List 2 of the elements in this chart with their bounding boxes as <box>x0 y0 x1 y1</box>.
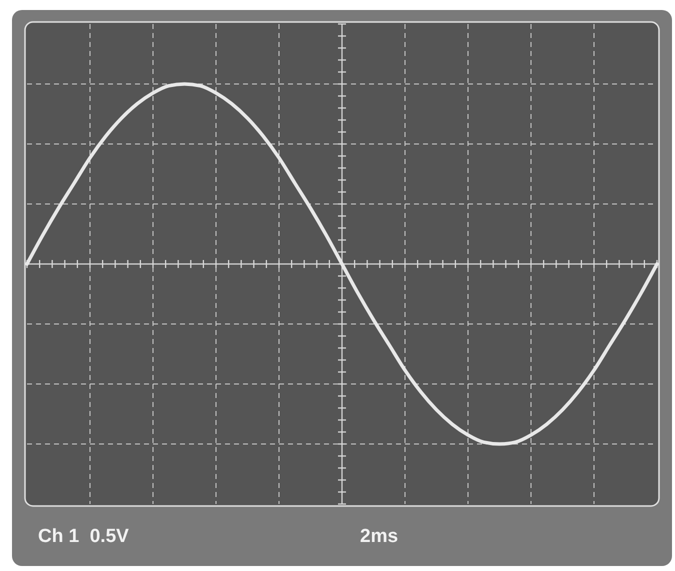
text: 2ms <box>360 526 398 547</box>
text: Ch 1 0.5V <box>38 526 130 547</box>
